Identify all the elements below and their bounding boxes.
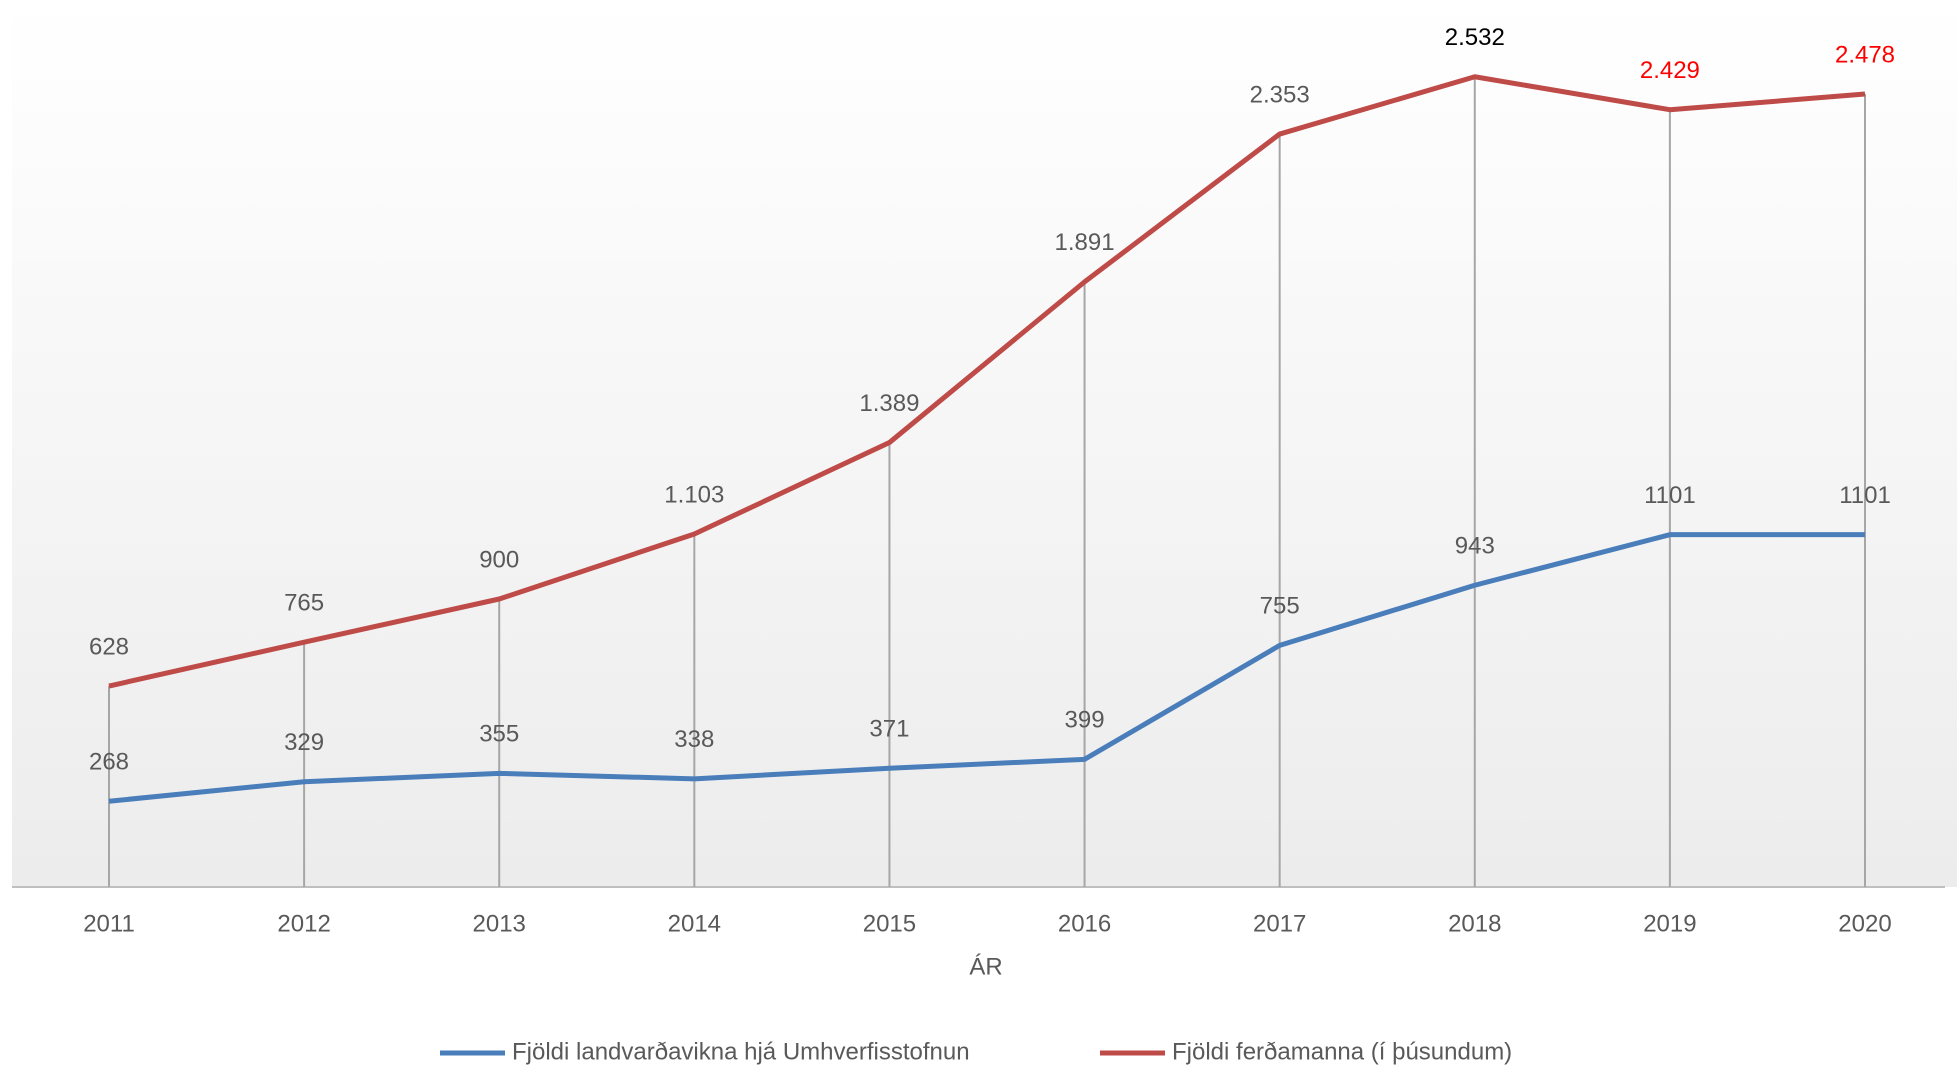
series-line (108, 74, 1866, 689)
x-tick-label: 2011 (83, 910, 135, 937)
data-label: 765 (284, 590, 324, 617)
x-tick-label: 2018 (1448, 910, 1501, 937)
data-label: 2.429 (1640, 57, 1700, 84)
data-label: 628 (89, 633, 129, 660)
plot-background (12, 0, 1957, 887)
data-label: 2.353 (1250, 81, 1310, 108)
x-tick-label: 2019 (1643, 910, 1696, 937)
x-tick-label: 2015 (863, 910, 916, 937)
data-label: 268 (89, 749, 129, 776)
x-tick-label: 2016 (1058, 910, 1111, 937)
x-tick-label: 2013 (473, 910, 526, 937)
legend-label: Fjöldi landvarðavikna hjá Umhverfisstofn… (512, 1038, 970, 1065)
data-label: 399 (1065, 707, 1105, 734)
data-label: 1.103 (664, 481, 724, 508)
data-label: 329 (284, 729, 324, 756)
data-label: 355 (479, 721, 519, 748)
x-tick-label: 2014 (668, 910, 721, 937)
data-label: 755 (1260, 593, 1300, 620)
data-label: 1.389 (859, 390, 919, 417)
x-tick-label: 2017 (1253, 910, 1306, 937)
data-label: 1101 (1644, 482, 1696, 509)
data-label: 338 (674, 726, 714, 753)
data-label: 371 (869, 716, 909, 743)
x-axis-label: ÁR (969, 953, 1002, 980)
data-label: 1101 (1839, 482, 1891, 509)
x-tick-label: 2020 (1838, 910, 1891, 937)
series-line (108, 532, 1865, 804)
data-label: 2.532 (1445, 24, 1505, 51)
legend-label: Fjöldi ferðamanna (í þúsundum) (1172, 1038, 1512, 1065)
data-label: 1.891 (1055, 229, 1115, 256)
x-tick-label: 2012 (277, 910, 330, 937)
data-label: 2.478 (1835, 41, 1895, 68)
data-label: 900 (479, 546, 519, 573)
data-label: 943 (1455, 533, 1495, 560)
